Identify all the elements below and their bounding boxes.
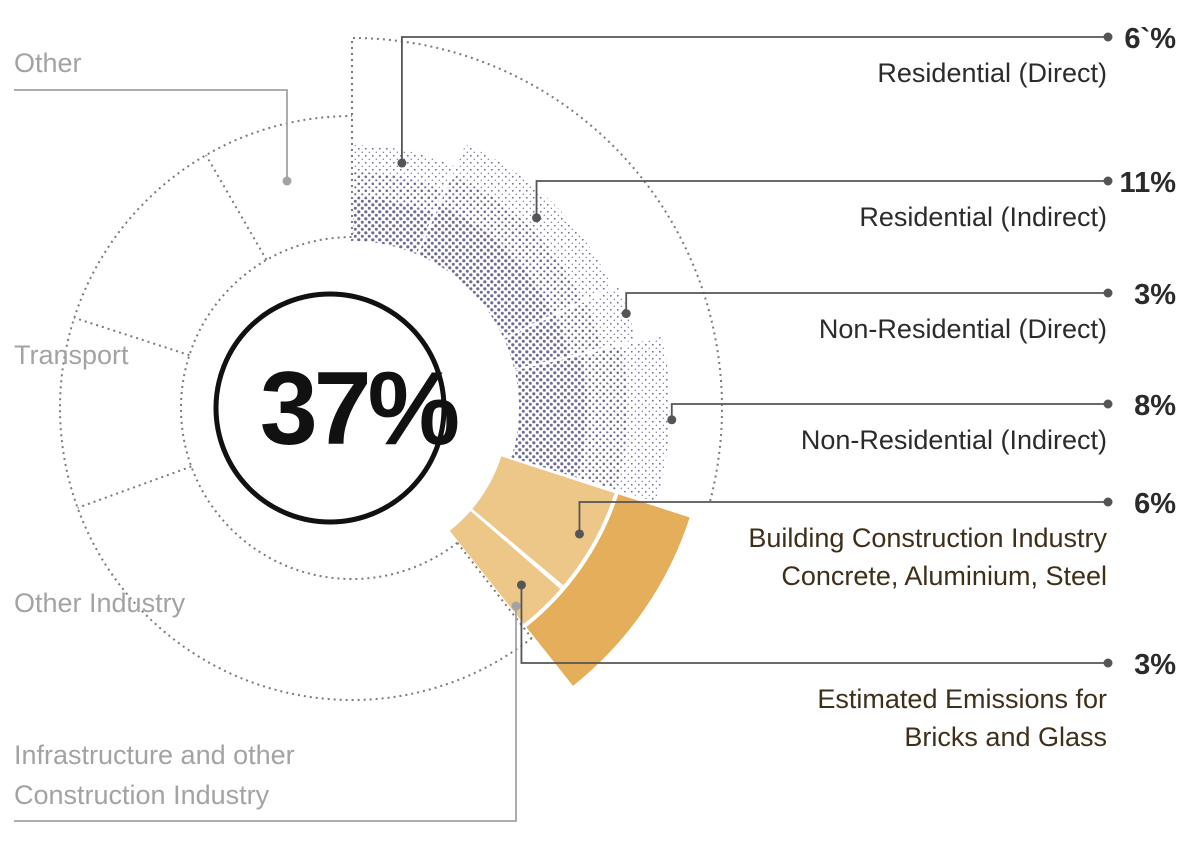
other-sector-label-other: Other	[14, 48, 82, 78]
outline-divider-2	[73, 316, 190, 357]
segment-label-estimated-emissions-for-bricks-and-glass-line-1: Estimated Emissions for	[817, 684, 1107, 714]
segment-residential-indirect-inner	[418, 205, 553, 338]
leader-line-estimated-emissions-for-bricks-and-glass	[520, 584, 1108, 664]
other-sector-label-infrastructure-and-other-construction-industry-line-1: Infrastructure and other	[14, 740, 295, 770]
segment-non-residential-direct	[504, 287, 636, 369]
leader-end-dot-residential-indirect	[1103, 176, 1113, 186]
leader-anchor-dot-building-construction-industry-concrete-aluminium-steel	[574, 529, 584, 539]
leader-end-dot-building-construction-industry-concrete-aluminium-steel	[1103, 497, 1113, 507]
leader-end-dot-non-residential-direct	[1103, 288, 1113, 298]
other-leader-other	[14, 89, 288, 181]
segment-label-non-residential-direct: Non-Residential (Direct)	[819, 314, 1107, 344]
leader-end-dot-non-residential-indirect	[1103, 399, 1113, 409]
segment-label-building-construction-industry-concrete-aluminium-steel-line-1: Building Construction Industry	[748, 523, 1107, 553]
other-sector-label-other-industry: Other Industry	[14, 588, 186, 618]
segment-non-residential-indirect-inner	[511, 355, 587, 478]
segment-estimated-emissions-for-bricks-and-glass	[449, 510, 561, 624]
leader-end-dot-residential-direct	[1103, 32, 1113, 42]
value-label-building-construction-industry-concrete-aluminium-steel: 6%	[1134, 488, 1176, 520]
outline-inner-ring	[180, 236, 458, 580]
segment-label-building-construction-industry-concrete-aluminium-steel-line-2: Concrete, Aluminium, Steel	[781, 561, 1107, 591]
outline-divider-1	[205, 154, 268, 261]
leader-anchor-dot-non-residential-indirect	[667, 415, 677, 425]
value-label-non-residential-direct: 3%	[1134, 279, 1176, 311]
value-label-residential-indirect: 11%	[1120, 167, 1177, 199]
segments	[352, 144, 690, 686]
value-label-estimated-emissions-for-bricks-and-glass: 3%	[1134, 649, 1176, 681]
leader-lines	[397, 32, 1113, 668]
segment-residential-direct-inner	[352, 197, 434, 254]
segment-label-residential-direct: Residential (Direct)	[877, 58, 1107, 88]
leader-line-non-residential-indirect	[670, 403, 1108, 420]
center-circle	[213, 291, 447, 525]
other-leader-dot-other	[282, 176, 292, 186]
center-percentage: 37%	[260, 351, 458, 467]
segment-non-residential-direct-inner	[504, 315, 570, 369]
leader-end-dot-estimated-emissions-for-bricks-and-glass	[1103, 658, 1113, 668]
other-leader-dot-infrastructure-and-other-construction-industry	[511, 601, 521, 611]
value-label-non-residential-indirect: 8%	[1134, 390, 1176, 422]
value-label-residential-direct: 6`%	[1124, 23, 1176, 55]
segment-non-residential-indirect	[511, 336, 670, 502]
leader-anchor-dot-estimated-emissions-for-bricks-and-glass	[516, 580, 526, 590]
segment-residential-indirect	[418, 144, 612, 338]
leader-line-residential-indirect	[535, 180, 1108, 218]
segment-label-residential-indirect: Residential (Indirect)	[859, 202, 1107, 232]
outline-divider-3	[77, 465, 192, 509]
construction-outer-band	[526, 494, 690, 686]
segment-labels: 6`% Residential (Direct) 11% Residential (I…	[748, 23, 1176, 752]
other-sector-label-transport: Transport	[14, 340, 129, 370]
other-leader-infrastructure-and-other-construction-industry	[14, 606, 517, 822]
leader-anchor-dot-residential-direct	[397, 158, 407, 168]
leader-line-building-construction-industry-concrete-aluminium-steel	[578, 501, 1108, 534]
leader-anchor-dot-non-residential-direct	[621, 309, 631, 319]
segment-residential-direct	[352, 145, 454, 254]
outline-outer-ring	[59, 115, 533, 701]
outline-divider-4	[456, 542, 533, 639]
other-sectors-outlines	[59, 36, 723, 701]
segment-label-estimated-emissions-for-bricks-and-glass-line-2: Bricks and Glass	[904, 722, 1107, 752]
other-sector-label-infrastructure-and-other-construction-industry-line-2: Construction Industry	[14, 780, 270, 810]
segment-label-non-residential-indirect: Non-Residential (Indirect)	[801, 425, 1107, 455]
leader-anchor-dot-residential-indirect	[532, 213, 542, 223]
segment-building-construction-industry-concrete-aluminium-steel	[472, 456, 615, 586]
other-sector-labels: Other Transport Other Industry Infrastructu…	[14, 48, 521, 822]
leader-line-residential-direct	[401, 36, 1108, 164]
outline-buildings-extent	[351, 36, 723, 505]
leader-line-non-residential-direct	[625, 292, 1108, 314]
